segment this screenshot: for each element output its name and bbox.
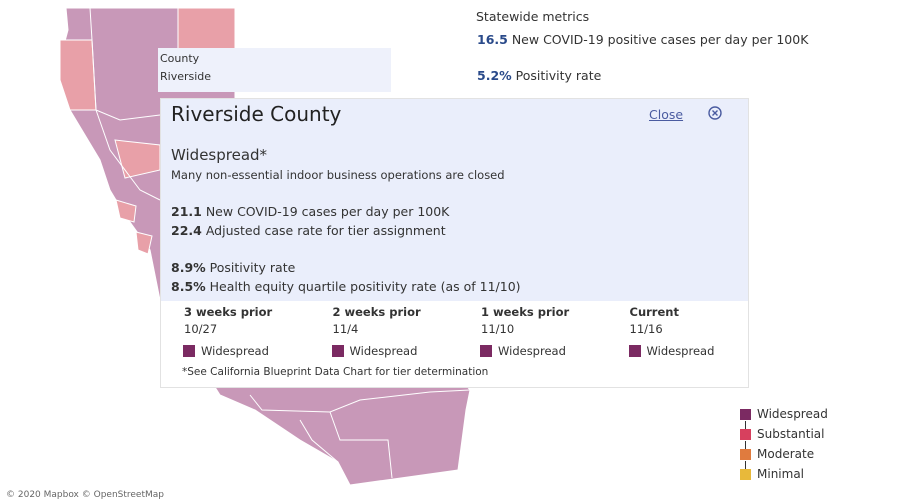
- tooltip-label: County: [160, 52, 200, 65]
- tooltip: County Riverside: [158, 48, 391, 92]
- legend-label: Substantial: [757, 427, 825, 441]
- statewide-title: Statewide metrics: [476, 9, 590, 24]
- metric-label: New COVID-19 positive cases per day per …: [511, 32, 809, 47]
- history-tier: Widespread: [201, 344, 269, 358]
- county: [177, 7, 236, 51]
- footnote: *See California Blueprint Data Chart for…: [182, 366, 489, 378]
- county-metric: 22.4 Adjusted case rate for tier assignm…: [171, 223, 446, 238]
- tier-swatch: [480, 345, 492, 357]
- metric-value: 16.5: [477, 32, 508, 47]
- attribution: © 2020 Mapbox © OpenStreetMap: [6, 490, 164, 499]
- tier-swatch: [183, 345, 195, 357]
- tier-swatch: [331, 345, 344, 357]
- history-date: 11/4: [332, 322, 359, 336]
- metric-label: Adjusted case rate for tier assignment: [205, 223, 446, 238]
- legend-swatch: [740, 449, 751, 460]
- legend-label: Widespread: [757, 407, 828, 421]
- metric-label: Health equity quartile positivity rate (…: [209, 279, 521, 294]
- popup-title: Riverside County: [171, 102, 342, 126]
- tier: Widespread*: [171, 146, 268, 164]
- history-date: 11/10: [481, 322, 515, 336]
- metric-label: Positivity rate: [515, 68, 602, 83]
- metric-label: New COVID-19 cases per day per 100K: [205, 204, 450, 219]
- metric-label: Positivity rate: [209, 260, 296, 275]
- county: [115, 199, 137, 223]
- history-period: 3 weeks prior: [184, 305, 273, 319]
- popup-header: [161, 99, 748, 301]
- county-popup: Riverside County Close Widespread* Many …: [160, 98, 749, 388]
- legend-label: Minimal: [757, 467, 805, 481]
- history-period: 1 weeks prior: [481, 305, 570, 319]
- legend-swatch: [740, 429, 751, 440]
- legend-label: Moderate: [757, 447, 815, 461]
- county: [59, 39, 97, 111]
- metric-value: 8.5%: [171, 279, 206, 294]
- county-metric: 8.9% Positivity rate: [171, 260, 295, 275]
- statewide-metric: 5.2% Positivity rate: [477, 68, 601, 83]
- history-date: 10/27: [184, 322, 218, 336]
- history-tier: Widespread: [646, 344, 715, 358]
- history-tier: Widespread: [349, 344, 418, 358]
- close-icon[interactable]: [707, 105, 723, 121]
- county-metric: 8.5% Health equity quartile positivity r…: [171, 279, 521, 294]
- legend-swatch: [740, 409, 751, 420]
- metric-value: 5.2%: [477, 68, 512, 83]
- tier-description: Many non-essential indoor business opera…: [171, 168, 505, 182]
- history-period: Current: [629, 305, 679, 319]
- close-link[interactable]: Close: [649, 107, 684, 122]
- history-date: 11/16: [629, 322, 663, 336]
- county-borders: [89, 7, 471, 479]
- metric-value: 8.9%: [171, 260, 206, 275]
- tier-swatch: [628, 345, 641, 357]
- metric-value: 21.1: [171, 204, 202, 219]
- metric-value: 22.4: [171, 223, 202, 238]
- legend-connector: [745, 421, 746, 429]
- tooltip-value: Riverside: [160, 70, 212, 83]
- statewide-metric: 16.5 New COVID-19 positive cases per day…: [477, 32, 808, 47]
- legend-swatch: [740, 469, 751, 480]
- county: [135, 231, 153, 255]
- history-tier: Widespread: [498, 344, 566, 358]
- legend-connector: [745, 461, 746, 469]
- history-period: 2 weeks prior: [332, 305, 421, 319]
- legend-connector: [745, 441, 746, 449]
- county-metric: 21.1 New COVID-19 cases per day per 100K: [171, 204, 449, 219]
